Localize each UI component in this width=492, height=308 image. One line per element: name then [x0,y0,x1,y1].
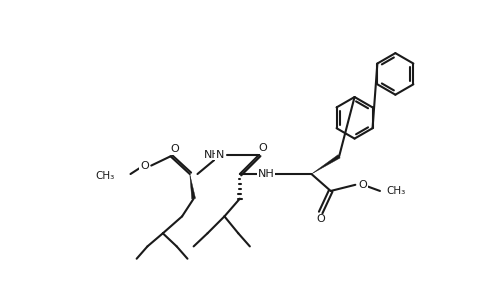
Text: H: H [216,150,224,160]
Text: O: O [358,180,367,190]
Polygon shape [190,174,195,199]
Text: O: O [170,144,179,154]
Text: O: O [259,143,267,153]
Text: CH₃: CH₃ [96,171,115,180]
Text: O: O [316,214,325,225]
Text: methyl: methyl [118,173,123,174]
Text: CH₃: CH₃ [386,186,405,196]
Text: NH: NH [258,169,275,179]
Polygon shape [311,155,340,174]
Text: O: O [140,160,149,171]
Text: NH: NH [204,150,220,160]
Text: N: N [216,150,224,160]
